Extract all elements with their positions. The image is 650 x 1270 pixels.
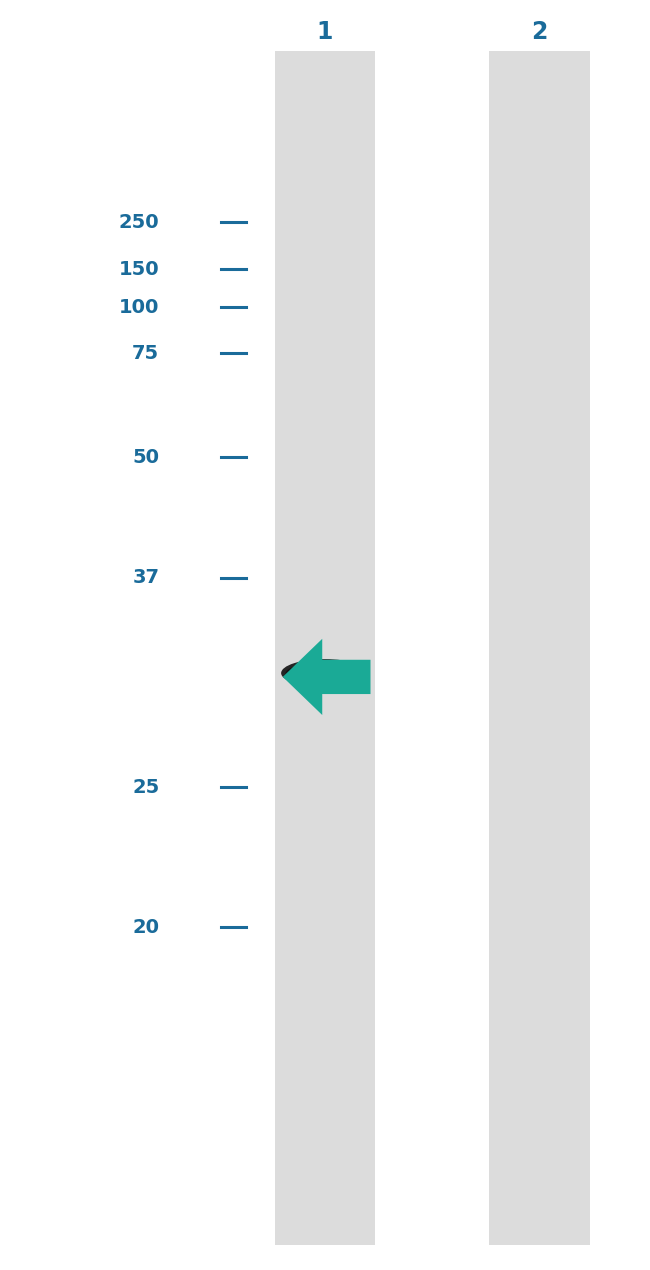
Text: 2: 2 — [531, 20, 548, 43]
Polygon shape — [283, 639, 370, 715]
Text: 50: 50 — [132, 448, 159, 466]
Text: 100: 100 — [119, 298, 159, 316]
Ellipse shape — [281, 659, 369, 687]
Bar — [489, 51, 590, 1245]
Text: 150: 150 — [118, 260, 159, 278]
Text: 1: 1 — [317, 20, 333, 43]
Text: 250: 250 — [118, 213, 159, 231]
Ellipse shape — [285, 663, 365, 683]
Bar — [274, 51, 376, 1245]
Ellipse shape — [301, 668, 349, 678]
Text: 75: 75 — [132, 344, 159, 362]
Text: 37: 37 — [132, 569, 159, 587]
Text: 25: 25 — [132, 779, 159, 796]
Text: 20: 20 — [132, 918, 159, 936]
Ellipse shape — [292, 665, 358, 681]
